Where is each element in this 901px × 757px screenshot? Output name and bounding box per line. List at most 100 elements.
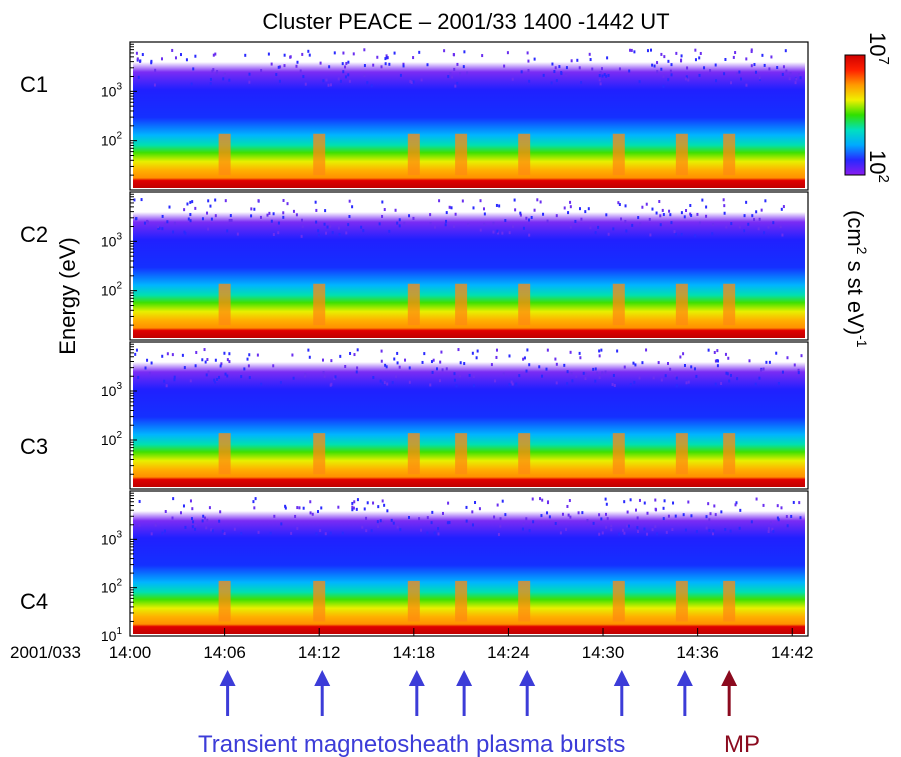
burst-annotations: Transient magnetosheath plasma bursts MP <box>198 670 760 757</box>
count-speck <box>667 514 670 518</box>
count-speck <box>495 203 498 207</box>
count-speck <box>743 214 746 218</box>
count-speck <box>689 203 692 207</box>
count-speck <box>571 379 574 383</box>
count-speck <box>396 351 399 355</box>
count-speck <box>494 379 497 383</box>
count-speck <box>184 232 187 236</box>
count-speck <box>219 510 222 514</box>
count-speck <box>210 528 213 532</box>
count-speck <box>555 79 558 83</box>
count-speck <box>506 51 509 55</box>
count-speck <box>632 361 635 365</box>
count-speck <box>353 353 356 357</box>
count-speck <box>510 380 513 384</box>
count-speck <box>497 231 500 235</box>
count-speck <box>513 198 516 202</box>
count-speck <box>626 524 629 528</box>
count-speck <box>296 506 299 510</box>
count-speck <box>555 362 558 366</box>
count-speck <box>519 211 522 215</box>
count-speck <box>201 217 204 221</box>
count-speck <box>474 500 477 504</box>
count-speck <box>714 382 717 386</box>
y-tick-label: 101 <box>101 626 123 644</box>
count-speck <box>707 502 710 506</box>
count-speck <box>329 383 332 387</box>
count-speck <box>563 206 566 210</box>
count-speck <box>594 379 597 383</box>
count-speck <box>194 364 197 368</box>
panel-label: C3 <box>20 434 48 459</box>
count-speck <box>385 54 388 58</box>
count-speck <box>409 79 412 83</box>
count-speck <box>376 55 379 59</box>
count-speck <box>685 381 688 385</box>
count-speck <box>153 83 156 87</box>
count-speck <box>160 57 163 61</box>
count-speck <box>452 224 455 228</box>
count-speck <box>540 514 543 518</box>
count-speck <box>641 361 644 365</box>
count-speck <box>750 50 753 54</box>
count-speck <box>179 53 182 57</box>
count-speck <box>724 57 727 61</box>
count-speck <box>624 204 627 208</box>
count-speck <box>705 526 708 530</box>
count-speck <box>337 77 340 81</box>
count-speck <box>777 518 780 522</box>
count-speck <box>418 517 421 521</box>
x-axis: 2001/033 14:00 14:06 14:12 14:18 14:24 14:30 1… <box>10 628 814 662</box>
count-speck <box>214 198 217 202</box>
count-speck <box>720 510 723 514</box>
count-speck <box>690 365 693 369</box>
count-speck <box>790 514 793 518</box>
count-speck <box>716 349 719 353</box>
count-speck <box>528 79 531 83</box>
count-speck <box>224 199 227 203</box>
count-speck <box>381 215 384 219</box>
count-speck <box>674 514 677 518</box>
count-speck <box>548 515 551 519</box>
count-speck <box>221 529 224 533</box>
count-speck <box>381 200 384 204</box>
count-speck <box>763 231 766 235</box>
count-speck <box>696 212 699 216</box>
count-speck <box>629 383 632 387</box>
count-speck <box>370 529 373 533</box>
count-speck <box>161 531 164 535</box>
count-speck <box>443 49 446 53</box>
count-speck <box>707 348 710 352</box>
count-speck <box>745 83 748 87</box>
burst-patch <box>612 433 625 475</box>
count-speck <box>345 61 348 65</box>
count-speck <box>736 377 739 381</box>
count-speck <box>201 519 204 523</box>
count-speck <box>687 380 690 384</box>
count-speck <box>555 214 558 218</box>
burst-patch <box>313 133 326 176</box>
count-speck <box>362 229 365 233</box>
count-speck <box>459 361 462 365</box>
count-speck <box>302 506 305 510</box>
count-speck <box>674 232 677 236</box>
count-speck <box>372 63 375 67</box>
count-speck <box>601 531 604 535</box>
count-speck <box>760 208 763 212</box>
count-speck <box>186 202 189 206</box>
count-speck <box>530 216 533 220</box>
count-speck <box>495 355 498 359</box>
count-speck <box>753 63 756 67</box>
count-speck <box>531 497 534 501</box>
count-speck <box>538 365 541 369</box>
count-speck <box>735 501 738 505</box>
count-speck <box>344 75 347 79</box>
count-speck <box>396 221 399 225</box>
count-speck <box>716 359 719 363</box>
count-speck <box>454 84 457 88</box>
count-speck <box>586 519 589 523</box>
count-speck <box>576 58 579 62</box>
x-tick-label: 14:36 <box>676 643 719 662</box>
count-speck <box>377 505 380 509</box>
count-speck <box>605 74 608 78</box>
